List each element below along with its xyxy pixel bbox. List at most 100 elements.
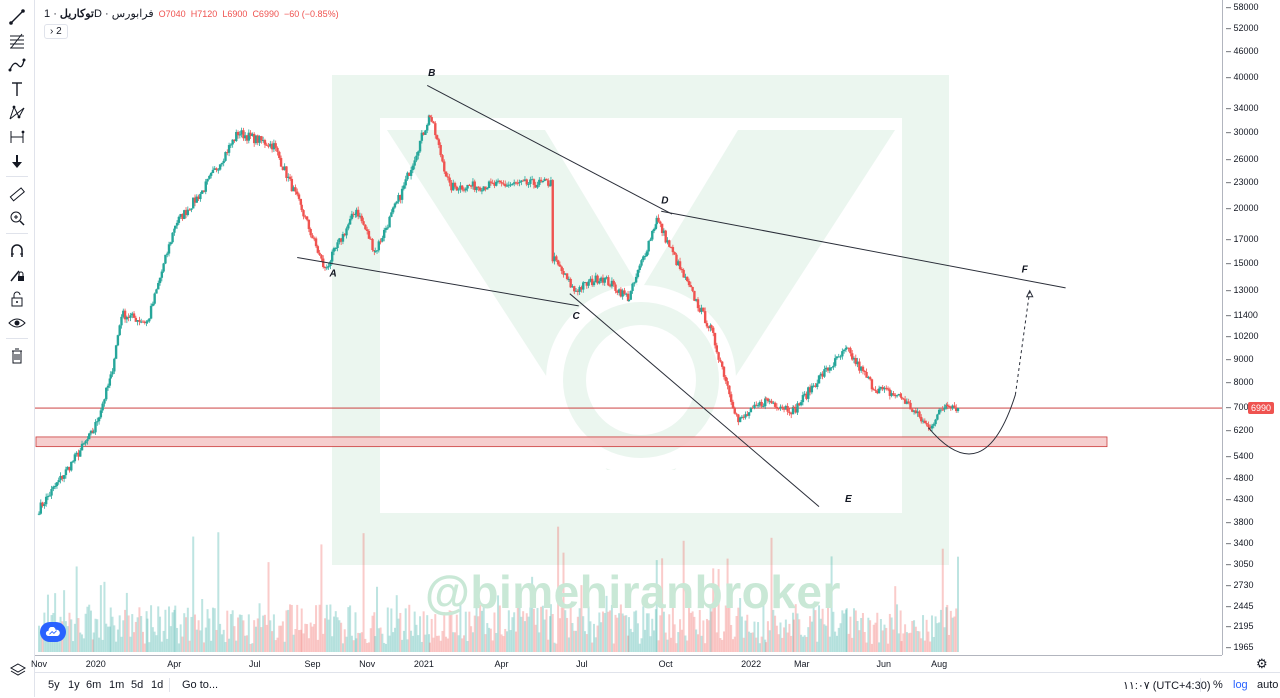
pattern-tool-icon[interactable] — [5, 102, 29, 124]
unlock-icon[interactable] — [5, 288, 29, 310]
eye-icon[interactable] — [5, 312, 29, 334]
volume-bar — [746, 614, 749, 652]
candle-body — [594, 275, 597, 283]
candle-body — [70, 461, 73, 471]
range-5y-button[interactable]: 5y — [48, 679, 60, 691]
volume-bar — [518, 606, 521, 652]
candle-body — [406, 172, 409, 180]
volume-bar — [762, 604, 765, 652]
volume-bar — [922, 615, 925, 652]
range-1y-button[interactable]: 1y — [68, 679, 80, 691]
clock-timezone[interactable]: ۱۱:۰۷ (UTC+4:30) — [1123, 680, 1211, 692]
volume-bar — [670, 637, 673, 652]
candle-body — [267, 145, 270, 147]
volume-bar — [457, 635, 460, 652]
indicators-toggle-button[interactable]: › 2 — [44, 24, 68, 39]
candle-body — [314, 238, 318, 247]
candle-body — [747, 412, 751, 416]
price-tick-label: – 8000 — [1226, 376, 1254, 387]
zoom-in-icon[interactable] — [5, 207, 29, 229]
candle-body — [224, 152, 227, 161]
volume-bar — [896, 604, 899, 652]
volume-bar — [228, 638, 231, 652]
candle-body — [505, 185, 509, 187]
candle-body — [495, 181, 498, 186]
candle-body — [164, 254, 167, 264]
range-1d-button[interactable]: 1d — [151, 679, 164, 691]
price-axis[interactable]: – 58000 – 52000 – 46000 – 40000 – 34000 – 300… — [1222, 0, 1280, 655]
candle-body — [151, 303, 155, 306]
symbol-name[interactable]: توکاریل — [59, 8, 94, 20]
candle-body — [426, 124, 429, 131]
trend-line-tool-icon[interactable] — [5, 6, 29, 28]
volume-bar — [731, 639, 734, 652]
fib-retracement-tool-icon[interactable] — [5, 30, 29, 52]
candle-body — [737, 414, 740, 423]
volume-bar — [181, 636, 184, 652]
lock-drawing-icon[interactable] — [5, 264, 29, 286]
trash-icon[interactable] — [5, 345, 29, 367]
log-toggle[interactable]: log — [1233, 679, 1248, 691]
volume-bar — [897, 633, 900, 652]
volume-bar — [543, 619, 546, 652]
go-to-button[interactable]: Go to... — [182, 679, 219, 691]
candle-body — [666, 240, 669, 243]
candle-body — [792, 407, 796, 409]
volume-bar — [527, 616, 530, 652]
time-axis[interactable]: Nov 2020 Apr Jul Sep Nov 2021 Apr Jul Oct 2022 Mar J… — [31, 655, 1222, 672]
volume-bar — [148, 642, 151, 652]
layers-icon[interactable] — [9, 662, 27, 685]
range-6m-button[interactable]: 6m — [86, 679, 102, 691]
arrow-down-icon[interactable] — [5, 150, 29, 172]
text-tool-icon[interactable] — [5, 78, 29, 100]
candle-body — [71, 461, 75, 463]
candle-body — [536, 184, 539, 188]
range-5d-button[interactable]: 5d — [131, 679, 144, 691]
magnet-icon[interactable] — [5, 240, 29, 262]
volume-bar — [758, 643, 761, 652]
candle-body — [41, 502, 44, 506]
candle-body — [819, 373, 823, 376]
candle-body — [464, 188, 467, 191]
candle-body — [516, 182, 519, 184]
interval-label[interactable]: 1D — [44, 8, 102, 20]
auto-toggle[interactable]: auto — [1257, 679, 1279, 691]
volume-bar — [142, 631, 145, 652]
candle-body — [937, 409, 941, 415]
price-tick-label: – 4800 — [1226, 473, 1254, 484]
candle-body — [252, 133, 256, 144]
candle-body — [682, 269, 685, 278]
candle-body — [158, 277, 162, 284]
percent-toggle[interactable]: % — [1213, 679, 1223, 691]
candle-body — [786, 406, 789, 412]
measure-range-tool-icon[interactable] — [5, 126, 29, 148]
ruler-icon[interactable] — [5, 183, 29, 205]
candle-body — [254, 135, 258, 144]
candle-body — [532, 179, 536, 185]
volume-bar — [594, 637, 597, 652]
candle-body — [460, 185, 464, 190]
candlestick-chart[interactable]: A B C D E F — [35, 0, 1222, 655]
candle-body — [323, 266, 327, 268]
candle-body — [434, 123, 437, 136]
candle-body — [114, 345, 118, 359]
volume-bar — [918, 631, 921, 652]
candle-body — [583, 282, 587, 284]
volume-bar — [278, 625, 281, 652]
volume-bar — [851, 637, 854, 652]
volume-bar — [642, 606, 645, 652]
candle-body — [720, 361, 724, 367]
volume-bar — [560, 607, 563, 652]
volume-bar — [902, 633, 905, 652]
candle-body — [733, 408, 736, 414]
gear-icon[interactable]: ⚙ — [1256, 656, 1268, 671]
volume-bar — [113, 625, 116, 652]
volume-bar — [748, 631, 751, 652]
volume-bar — [523, 621, 526, 652]
volume-bar — [735, 615, 738, 652]
cloud-icon[interactable] — [40, 622, 66, 642]
volume-bar — [111, 616, 114, 652]
candle-body — [475, 186, 478, 191]
range-1m-button[interactable]: 1m — [109, 679, 125, 691]
brush-tool-icon[interactable] — [5, 54, 29, 76]
